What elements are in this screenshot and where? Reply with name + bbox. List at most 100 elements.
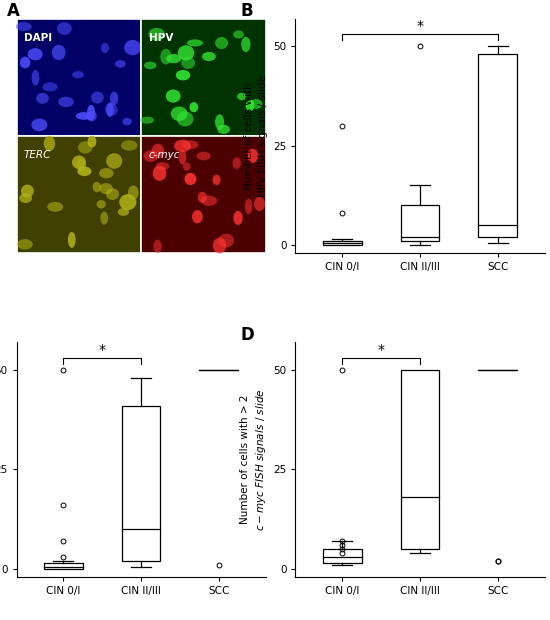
Bar xyxy=(400,205,439,241)
Ellipse shape xyxy=(233,157,241,169)
Ellipse shape xyxy=(92,182,101,192)
Text: c-myc: c-myc xyxy=(148,150,180,160)
Ellipse shape xyxy=(213,237,226,254)
Ellipse shape xyxy=(202,52,216,61)
Ellipse shape xyxy=(233,211,243,225)
Ellipse shape xyxy=(148,28,165,41)
Ellipse shape xyxy=(144,61,157,69)
Ellipse shape xyxy=(42,82,58,92)
Ellipse shape xyxy=(215,37,228,49)
FancyBboxPatch shape xyxy=(16,19,141,136)
Text: *: * xyxy=(377,343,384,357)
Ellipse shape xyxy=(106,102,114,117)
FancyBboxPatch shape xyxy=(141,19,266,136)
Ellipse shape xyxy=(118,208,129,216)
Bar xyxy=(323,241,361,245)
Ellipse shape xyxy=(47,202,63,212)
Ellipse shape xyxy=(87,136,96,148)
Ellipse shape xyxy=(218,234,234,247)
Ellipse shape xyxy=(254,197,265,211)
Y-axis label: Number of cells with
HPV FISH signals / slide: Number of cells with HPV FISH signals / … xyxy=(244,75,268,197)
Bar xyxy=(478,55,517,237)
Ellipse shape xyxy=(247,149,258,163)
Ellipse shape xyxy=(99,168,114,179)
Ellipse shape xyxy=(76,112,91,120)
Ellipse shape xyxy=(105,104,118,116)
Ellipse shape xyxy=(128,185,139,200)
Ellipse shape xyxy=(123,118,132,125)
Bar xyxy=(44,563,82,569)
Ellipse shape xyxy=(201,195,217,206)
Ellipse shape xyxy=(17,239,33,249)
Ellipse shape xyxy=(57,22,72,35)
Ellipse shape xyxy=(166,54,182,63)
Ellipse shape xyxy=(187,39,203,46)
Ellipse shape xyxy=(106,188,119,200)
Ellipse shape xyxy=(86,111,97,122)
Ellipse shape xyxy=(233,30,244,38)
Ellipse shape xyxy=(179,150,186,164)
Ellipse shape xyxy=(192,210,203,223)
Ellipse shape xyxy=(153,166,167,181)
Ellipse shape xyxy=(72,71,84,78)
Ellipse shape xyxy=(184,173,196,185)
Ellipse shape xyxy=(177,111,194,126)
FancyBboxPatch shape xyxy=(141,136,266,253)
Ellipse shape xyxy=(36,93,49,104)
Ellipse shape xyxy=(87,105,95,121)
Ellipse shape xyxy=(217,125,230,134)
Ellipse shape xyxy=(21,185,34,198)
Ellipse shape xyxy=(174,140,191,152)
Ellipse shape xyxy=(215,114,224,130)
Ellipse shape xyxy=(198,192,207,203)
Text: D: D xyxy=(241,326,255,343)
Ellipse shape xyxy=(171,107,188,121)
Ellipse shape xyxy=(121,140,138,151)
Ellipse shape xyxy=(106,153,122,169)
Ellipse shape xyxy=(182,57,195,69)
Ellipse shape xyxy=(31,70,40,86)
Text: *: * xyxy=(416,19,424,33)
Ellipse shape xyxy=(152,144,164,159)
Ellipse shape xyxy=(58,97,74,107)
Ellipse shape xyxy=(182,140,199,149)
Bar xyxy=(122,405,161,560)
Ellipse shape xyxy=(140,117,154,124)
Ellipse shape xyxy=(166,89,180,102)
Ellipse shape xyxy=(245,198,252,214)
Ellipse shape xyxy=(160,49,172,64)
Ellipse shape xyxy=(101,43,109,53)
Ellipse shape xyxy=(197,152,211,161)
Ellipse shape xyxy=(97,200,106,208)
Ellipse shape xyxy=(176,70,190,81)
Y-axis label: Number of cells with > 2
$\it{c-myc\ FISH\ signals\ /\ slide}$: Number of cells with > 2 $\it{c-myc\ FIS… xyxy=(240,388,268,531)
Ellipse shape xyxy=(237,93,246,100)
Ellipse shape xyxy=(52,45,65,60)
Text: *: * xyxy=(98,343,106,357)
Text: DAPI: DAPI xyxy=(24,33,52,43)
Ellipse shape xyxy=(68,232,76,248)
Ellipse shape xyxy=(124,40,141,55)
Ellipse shape xyxy=(213,175,221,185)
Bar xyxy=(400,370,439,549)
Ellipse shape xyxy=(144,151,158,162)
Bar xyxy=(323,549,361,563)
Ellipse shape xyxy=(28,48,43,60)
Ellipse shape xyxy=(153,240,162,253)
Ellipse shape xyxy=(119,194,136,210)
Ellipse shape xyxy=(20,56,30,68)
Ellipse shape xyxy=(156,162,169,170)
Ellipse shape xyxy=(44,136,55,151)
Ellipse shape xyxy=(16,22,32,31)
Ellipse shape xyxy=(91,91,104,104)
Ellipse shape xyxy=(78,141,92,154)
Ellipse shape xyxy=(31,118,47,131)
Ellipse shape xyxy=(72,156,86,169)
Ellipse shape xyxy=(19,193,32,203)
Ellipse shape xyxy=(241,37,250,52)
Ellipse shape xyxy=(190,102,198,112)
Ellipse shape xyxy=(101,211,108,224)
Ellipse shape xyxy=(110,92,118,105)
Ellipse shape xyxy=(115,60,126,68)
Ellipse shape xyxy=(76,159,86,172)
